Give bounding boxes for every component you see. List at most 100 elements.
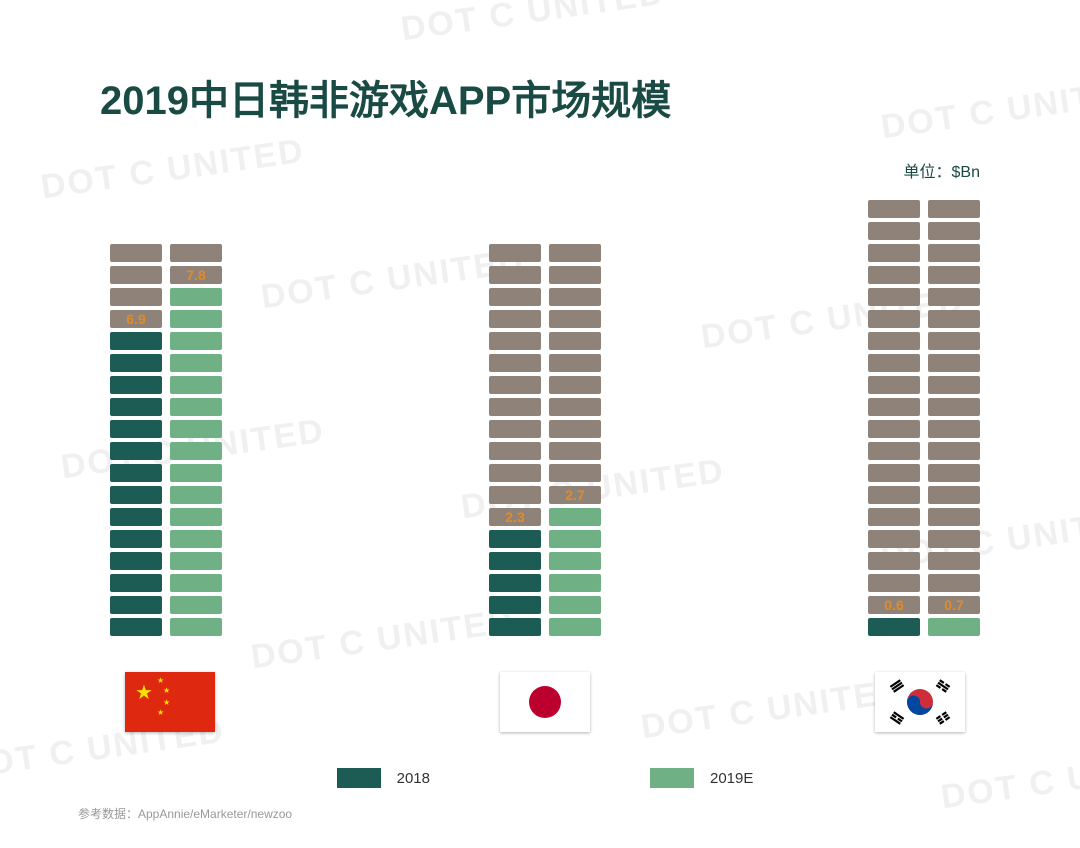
- brick: [928, 200, 980, 218]
- brick: [868, 508, 920, 526]
- brick: [868, 244, 920, 262]
- bar-pair: 2.3 2.7: [489, 244, 601, 636]
- brick: [928, 332, 980, 350]
- brick: [110, 442, 162, 460]
- brick: [489, 376, 541, 394]
- brick: [549, 420, 601, 438]
- brick: [110, 596, 162, 614]
- brick: [489, 442, 541, 460]
- brick: [928, 530, 980, 548]
- brick: [170, 420, 222, 438]
- brick: [110, 244, 162, 262]
- brick: [928, 222, 980, 240]
- brick: [170, 486, 222, 504]
- brick: [110, 398, 162, 416]
- brick: [928, 552, 980, 570]
- brick: [868, 464, 920, 482]
- brick: [549, 508, 601, 526]
- brick: [928, 376, 980, 394]
- bar-2018: 6.9: [110, 244, 162, 636]
- brick: [170, 332, 222, 350]
- country-korea: 0.6 0.7: [868, 200, 980, 636]
- brick: [868, 222, 920, 240]
- brick: [170, 596, 222, 614]
- brick: [110, 486, 162, 504]
- brick: [868, 574, 920, 592]
- brick: [868, 310, 920, 328]
- brick: [868, 266, 920, 284]
- brick: [110, 618, 162, 636]
- brick: [868, 332, 920, 350]
- brick: [928, 420, 980, 438]
- brick: [868, 552, 920, 570]
- brick: [928, 288, 980, 306]
- brick: [170, 354, 222, 372]
- brick: [170, 442, 222, 460]
- brick: [928, 354, 980, 372]
- brick: [928, 464, 980, 482]
- legend: 20182019E: [100, 768, 990, 788]
- brick: [868, 420, 920, 438]
- brick: [549, 618, 601, 636]
- country-japan: 2.3 2.7: [489, 244, 601, 636]
- brick: [549, 310, 601, 328]
- brick: [549, 442, 601, 460]
- brick: [549, 354, 601, 372]
- value-label: 7.8: [170, 267, 222, 283]
- brick: [489, 288, 541, 306]
- brick: [170, 508, 222, 526]
- brick: [110, 332, 162, 350]
- brick: [868, 354, 920, 372]
- flag-cn-icon: ★★★★★: [125, 672, 215, 732]
- brick: [489, 398, 541, 416]
- bar-pair: 0.6 0.7: [868, 200, 980, 636]
- brick: [549, 288, 601, 306]
- brick: [110, 552, 162, 570]
- brick: [170, 310, 222, 328]
- brick: [868, 618, 920, 636]
- source-label: 参考数据：AppAnnie/eMarketer/newzoo: [78, 805, 292, 822]
- brick: [110, 530, 162, 548]
- brick: [170, 244, 222, 262]
- country-china: 6.9 7.8: [110, 244, 222, 636]
- legend-label: 2018: [397, 770, 430, 787]
- brick: [489, 552, 541, 570]
- brick: [928, 508, 980, 526]
- brick: [868, 486, 920, 504]
- brick: [110, 574, 162, 592]
- legend-swatch: [650, 768, 694, 788]
- brick: [868, 442, 920, 460]
- flag-kr-icon: [875, 672, 965, 732]
- brick: [489, 244, 541, 262]
- brick: [170, 464, 222, 482]
- flag-slot-kr: [860, 672, 980, 732]
- brick: [170, 398, 222, 416]
- bar-2019E: 2.7: [549, 244, 601, 636]
- brick: [110, 420, 162, 438]
- brick: [928, 486, 980, 504]
- brick: [170, 574, 222, 592]
- bar-2018: 0.6: [868, 200, 920, 636]
- value-label: 2.3: [489, 509, 541, 525]
- brick: [549, 266, 601, 284]
- bar-pair: 6.9 7.8: [110, 244, 222, 636]
- value-label: 0.7: [928, 597, 980, 613]
- flag-slot-jp: [485, 672, 605, 732]
- brick: [928, 574, 980, 592]
- brick: [170, 288, 222, 306]
- chart-title: 2019中日韩非游戏APP市场规模: [100, 68, 990, 126]
- brick: [110, 288, 162, 306]
- brick: [868, 530, 920, 548]
- legend-item: 2018: [337, 768, 430, 788]
- brick: [170, 376, 222, 394]
- brick: [868, 288, 920, 306]
- brick: [868, 376, 920, 394]
- brick: [110, 266, 162, 284]
- brick: [489, 464, 541, 482]
- brick: [549, 244, 601, 262]
- brick: [489, 266, 541, 284]
- unit-label: 单位：$Bn: [904, 158, 980, 182]
- brick: [170, 552, 222, 570]
- brick: [549, 332, 601, 350]
- flag-slot-cn: ★★★★★: [110, 672, 230, 732]
